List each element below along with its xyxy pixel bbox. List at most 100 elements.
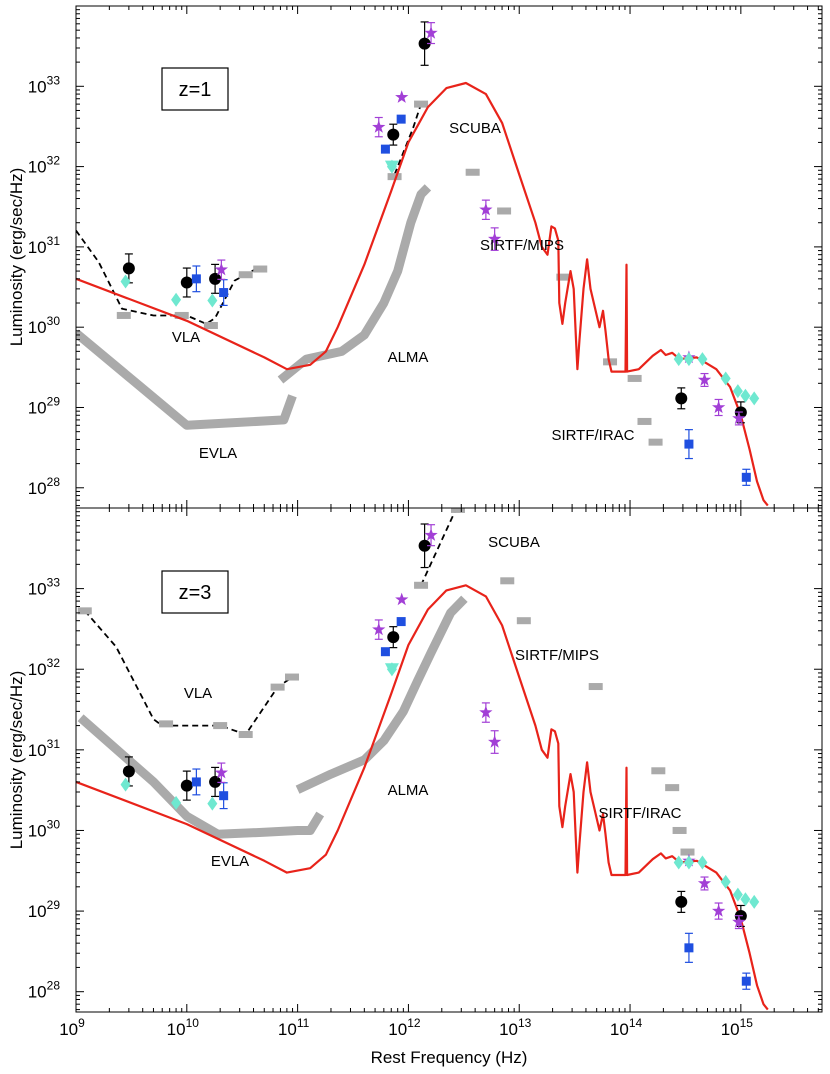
instrument-sensitivity-bar <box>414 100 429 108</box>
black-data-point <box>180 276 193 289</box>
teal-data-point <box>720 874 731 889</box>
y-tick-label: 1032 <box>28 656 61 679</box>
y-tick-label: 1033 <box>28 576 61 599</box>
teal-data-point <box>740 388 751 403</box>
black-data-point <box>675 392 688 405</box>
instrument-sensitivity-bar <box>588 683 603 691</box>
blue-data-point <box>380 144 390 154</box>
purple-data-point <box>479 705 493 719</box>
teal-data-point <box>749 391 760 406</box>
purple-data-point <box>424 26 438 39</box>
panel-z1: 1028 1029 1030 1031 1032 1033 Luminosity (erg/… <box>7 5 823 509</box>
blue-data-point <box>741 472 751 482</box>
black-data-point <box>122 765 135 778</box>
teal-data-point <box>171 795 182 810</box>
scuba-dashed-line <box>420 508 458 586</box>
y-tick-label: 1028 <box>28 475 61 498</box>
purple-data-point <box>395 592 409 606</box>
evla-annotation: EVLA <box>199 445 237 462</box>
instrument-sensitivity-bar <box>414 581 429 589</box>
instrument-sensitivity-bar <box>387 173 402 181</box>
x-tick-label: 109 <box>59 1016 85 1039</box>
teal-data-point <box>673 352 684 367</box>
purple-data-point <box>372 120 386 133</box>
black-data-point <box>122 262 135 275</box>
y-tick-label: 1029 <box>28 898 61 921</box>
teal-data-point <box>120 274 131 289</box>
scuba-annotation: SCUBA <box>449 120 501 137</box>
blue-data-point <box>684 439 694 449</box>
y-tick-label: 1031 <box>28 737 61 760</box>
teal-data-point <box>720 371 731 386</box>
x-axis-label: Rest Frequency (Hz) <box>371 1048 528 1067</box>
purple-data-point <box>697 373 712 386</box>
panel-label-box <box>161 67 229 111</box>
instrument-sensitivity-bar <box>238 731 253 739</box>
instrument-sensitivity-bar <box>680 848 695 856</box>
instrument-sensitivity-bar <box>270 683 285 691</box>
instrument-sensitivity-bar <box>516 617 531 625</box>
instrument-sensitivity-bar <box>213 722 228 730</box>
blue-data-point <box>396 114 406 124</box>
sirtf-mips-annotation: SIRTF/MIPS <box>515 647 599 664</box>
x-tick-label: 1012 <box>388 1016 421 1039</box>
teal-upper-limit-triangle <box>384 160 399 174</box>
purple-data-point <box>214 262 228 276</box>
vla-dashed-line <box>76 229 257 325</box>
plot-area <box>76 21 769 507</box>
black-data-point <box>209 775 222 788</box>
teal-data-point <box>732 887 743 902</box>
purple-data-point <box>732 915 746 928</box>
alma-sensitivity-curve <box>295 595 468 794</box>
purple-data-point <box>214 765 228 779</box>
instrument-sensitivity-bar <box>627 374 642 382</box>
black-data-point <box>418 37 431 50</box>
teal-data-point <box>207 796 218 811</box>
instrument-sensitivity-bar <box>159 720 174 728</box>
teal-data-point <box>207 293 218 308</box>
instrument-sensitivity-bar <box>465 168 480 176</box>
teal-data-point <box>749 894 760 909</box>
purple-data-point <box>395 90 409 103</box>
y-axis-label: Luminosity (erg/sec/Hz) <box>7 168 26 347</box>
purple-data-point <box>488 232 502 245</box>
vla-annotation: VLA <box>172 329 200 346</box>
y-tick-label: 1030 <box>28 314 61 337</box>
teal-data-point <box>120 777 131 792</box>
black-data-point <box>387 631 400 644</box>
teal-data-point <box>683 352 694 367</box>
panel-label-box <box>161 570 229 614</box>
y-tick-label: 1030 <box>28 817 61 840</box>
blue-data-point <box>219 288 229 298</box>
blue-data-point <box>741 976 751 986</box>
teal-data-point <box>740 892 751 907</box>
y-tick-label: 1029 <box>28 394 61 417</box>
purple-data-point <box>712 400 726 414</box>
instrument-sensitivity-bar <box>285 673 300 681</box>
model-sed-line <box>76 81 769 507</box>
x-tick-label: 1011 <box>278 1016 310 1039</box>
instrument-sensitivity-bar <box>450 508 465 513</box>
panel-label: z=3 <box>179 582 212 604</box>
alma-annotation: ALMA <box>388 349 429 366</box>
instrument-sensitivity-bar <box>556 273 571 281</box>
instrument-sensitivity-bar <box>174 311 189 319</box>
black-data-point <box>209 272 222 285</box>
teal-data-point <box>673 855 684 870</box>
black-data-point <box>387 128 400 141</box>
plot-area <box>76 508 769 1011</box>
teal-data-point <box>732 384 743 399</box>
vla-annotation: VLA <box>184 685 212 702</box>
sirtf-mips-annotation: SIRTF/MIPS <box>480 237 564 254</box>
black-data-point <box>675 895 688 908</box>
x-tick-label: 1010 <box>167 1016 200 1039</box>
panel-label: z=1 <box>179 79 212 101</box>
instrument-sensitivity-bar <box>253 265 268 273</box>
blue-data-point <box>219 791 229 801</box>
blue-data-point <box>380 647 390 657</box>
evla-sensitivity-curve <box>76 329 297 430</box>
y-tick-label: 1031 <box>28 234 61 257</box>
instrument-sensitivity-bar <box>672 826 687 834</box>
black-data-point <box>418 539 431 552</box>
